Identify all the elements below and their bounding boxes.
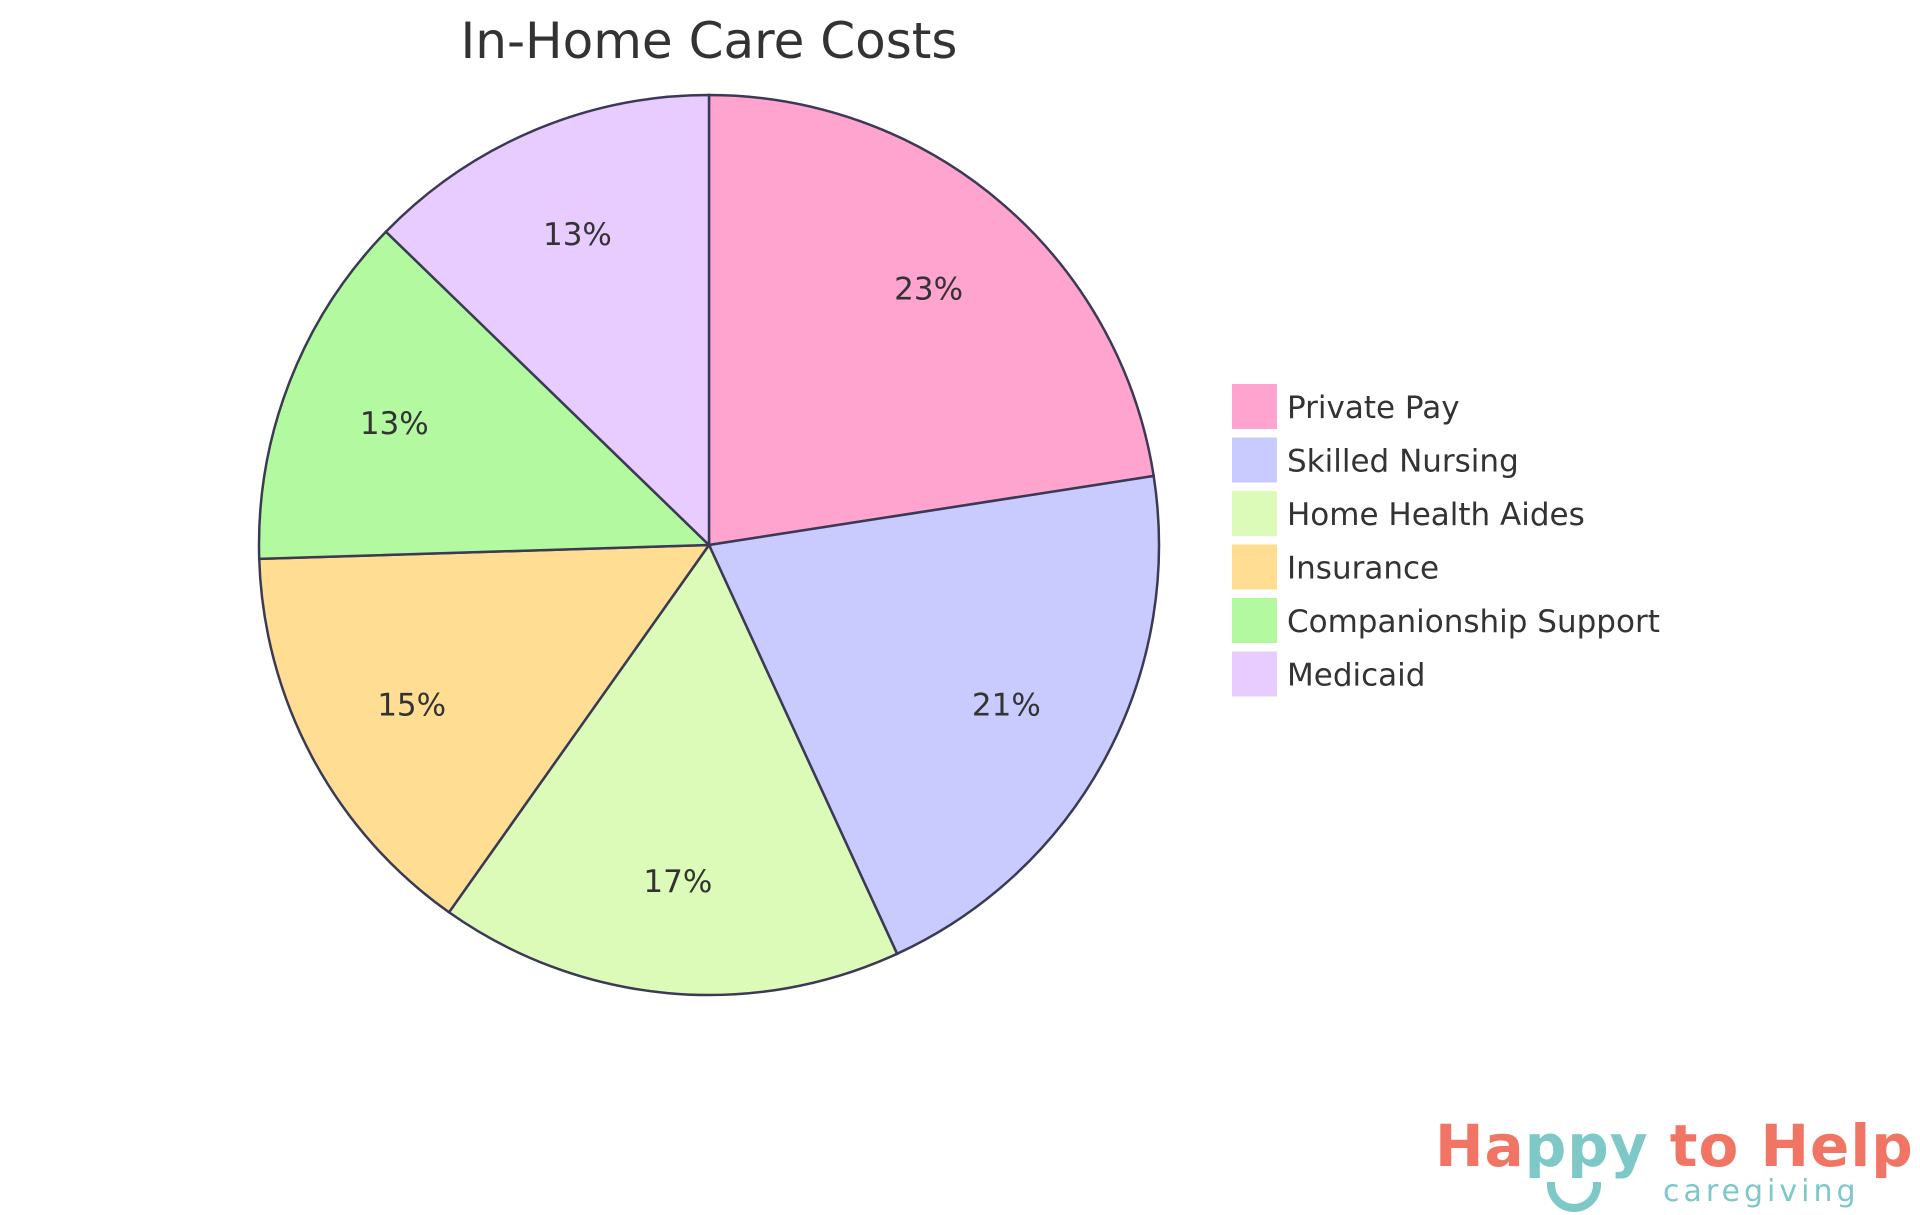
pie-slice-skilled-nursing [707, 474, 1161, 956]
slice-label: 21% [972, 688, 1041, 724]
legend-swatch [1232, 598, 1277, 643]
legend-label: Companionship Support [1287, 604, 1660, 640]
pie-slice-medicaid [384, 93, 711, 548]
chart-title: In-Home Care Costs [461, 12, 958, 70]
logo-text: Ha [1435, 1112, 1525, 1180]
slice-label: 17% [643, 864, 712, 900]
legend-swatch [1232, 544, 1277, 590]
slice-label: 13% [360, 406, 429, 442]
logo-subtitle: caregiving [1663, 1174, 1860, 1209]
pie-slice-companionship-support [257, 229, 712, 561]
slice-label: 13% [543, 217, 612, 253]
slice-label: 15% [377, 688, 446, 724]
happy-to-help-logo: Happy to Help caregiving [1435, 1112, 1913, 1212]
smile-icon [1547, 1182, 1601, 1212]
legend-label: Skilled Nursing [1287, 444, 1519, 480]
legend-swatch [1232, 491, 1277, 536]
legend-label: Private Pay [1287, 390, 1460, 426]
pie-slice-insurance [257, 543, 712, 915]
pie-slice-home-health-aides [447, 542, 899, 997]
logo-text: to Help [1648, 1112, 1914, 1180]
legend-swatch [1232, 384, 1277, 429]
legend-swatch [1232, 651, 1277, 697]
legend-label: Home Health Aides [1287, 497, 1585, 533]
legend-label: Insurance [1287, 551, 1439, 587]
legend-swatch [1232, 437, 1277, 483]
legend-label: Medicaid [1287, 658, 1425, 694]
pie-slice-private-pay [707, 93, 1156, 547]
logo-text-accent: ppy [1524, 1112, 1649, 1180]
slice-label: 23% [894, 272, 963, 308]
legend: Private Pay Skilled Nursing Home Health Ai… [1232, 384, 1660, 697]
